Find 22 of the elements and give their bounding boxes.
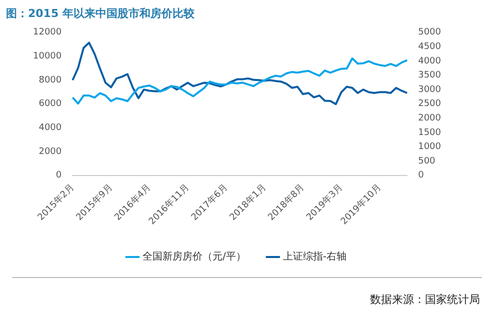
y-tick-label: 8000 <box>38 75 62 86</box>
y2-tick-label: 500 <box>418 156 436 166</box>
y-tick-label: 0 <box>56 170 62 181</box>
legend-label: 全国新房房价（元/平） <box>142 250 246 263</box>
chart-title: 图：2015 年以来中国股市和房价比较 <box>6 6 194 21</box>
y2-tick-label: 1500 <box>418 128 442 138</box>
y2-tick-label: 2500 <box>418 99 442 110</box>
y2-tick-label: 4500 <box>418 42 442 52</box>
y2-tick-label: 3000 <box>418 84 442 95</box>
y-tick-label: 4000 <box>38 123 62 134</box>
y2-tick-label: 4000 <box>418 56 442 66</box>
y2-tick-label: 1000 <box>418 142 442 152</box>
y2-tick-label: 0 <box>418 170 424 181</box>
y2-tick-label: 5000 <box>418 28 442 38</box>
y2-tick-label: 3500 <box>418 70 442 81</box>
y-tick-label: 2000 <box>38 146 62 157</box>
y2-tick-label: 2000 <box>418 114 442 124</box>
y-tick-label: 10000 <box>32 52 62 62</box>
source-note: 数据来源：国家统计局 <box>370 292 480 307</box>
legend-label: 上证综指-右轴 <box>282 250 346 263</box>
y-tick-label: 12000 <box>32 28 62 38</box>
y-tick-label: 6000 <box>38 99 62 110</box>
